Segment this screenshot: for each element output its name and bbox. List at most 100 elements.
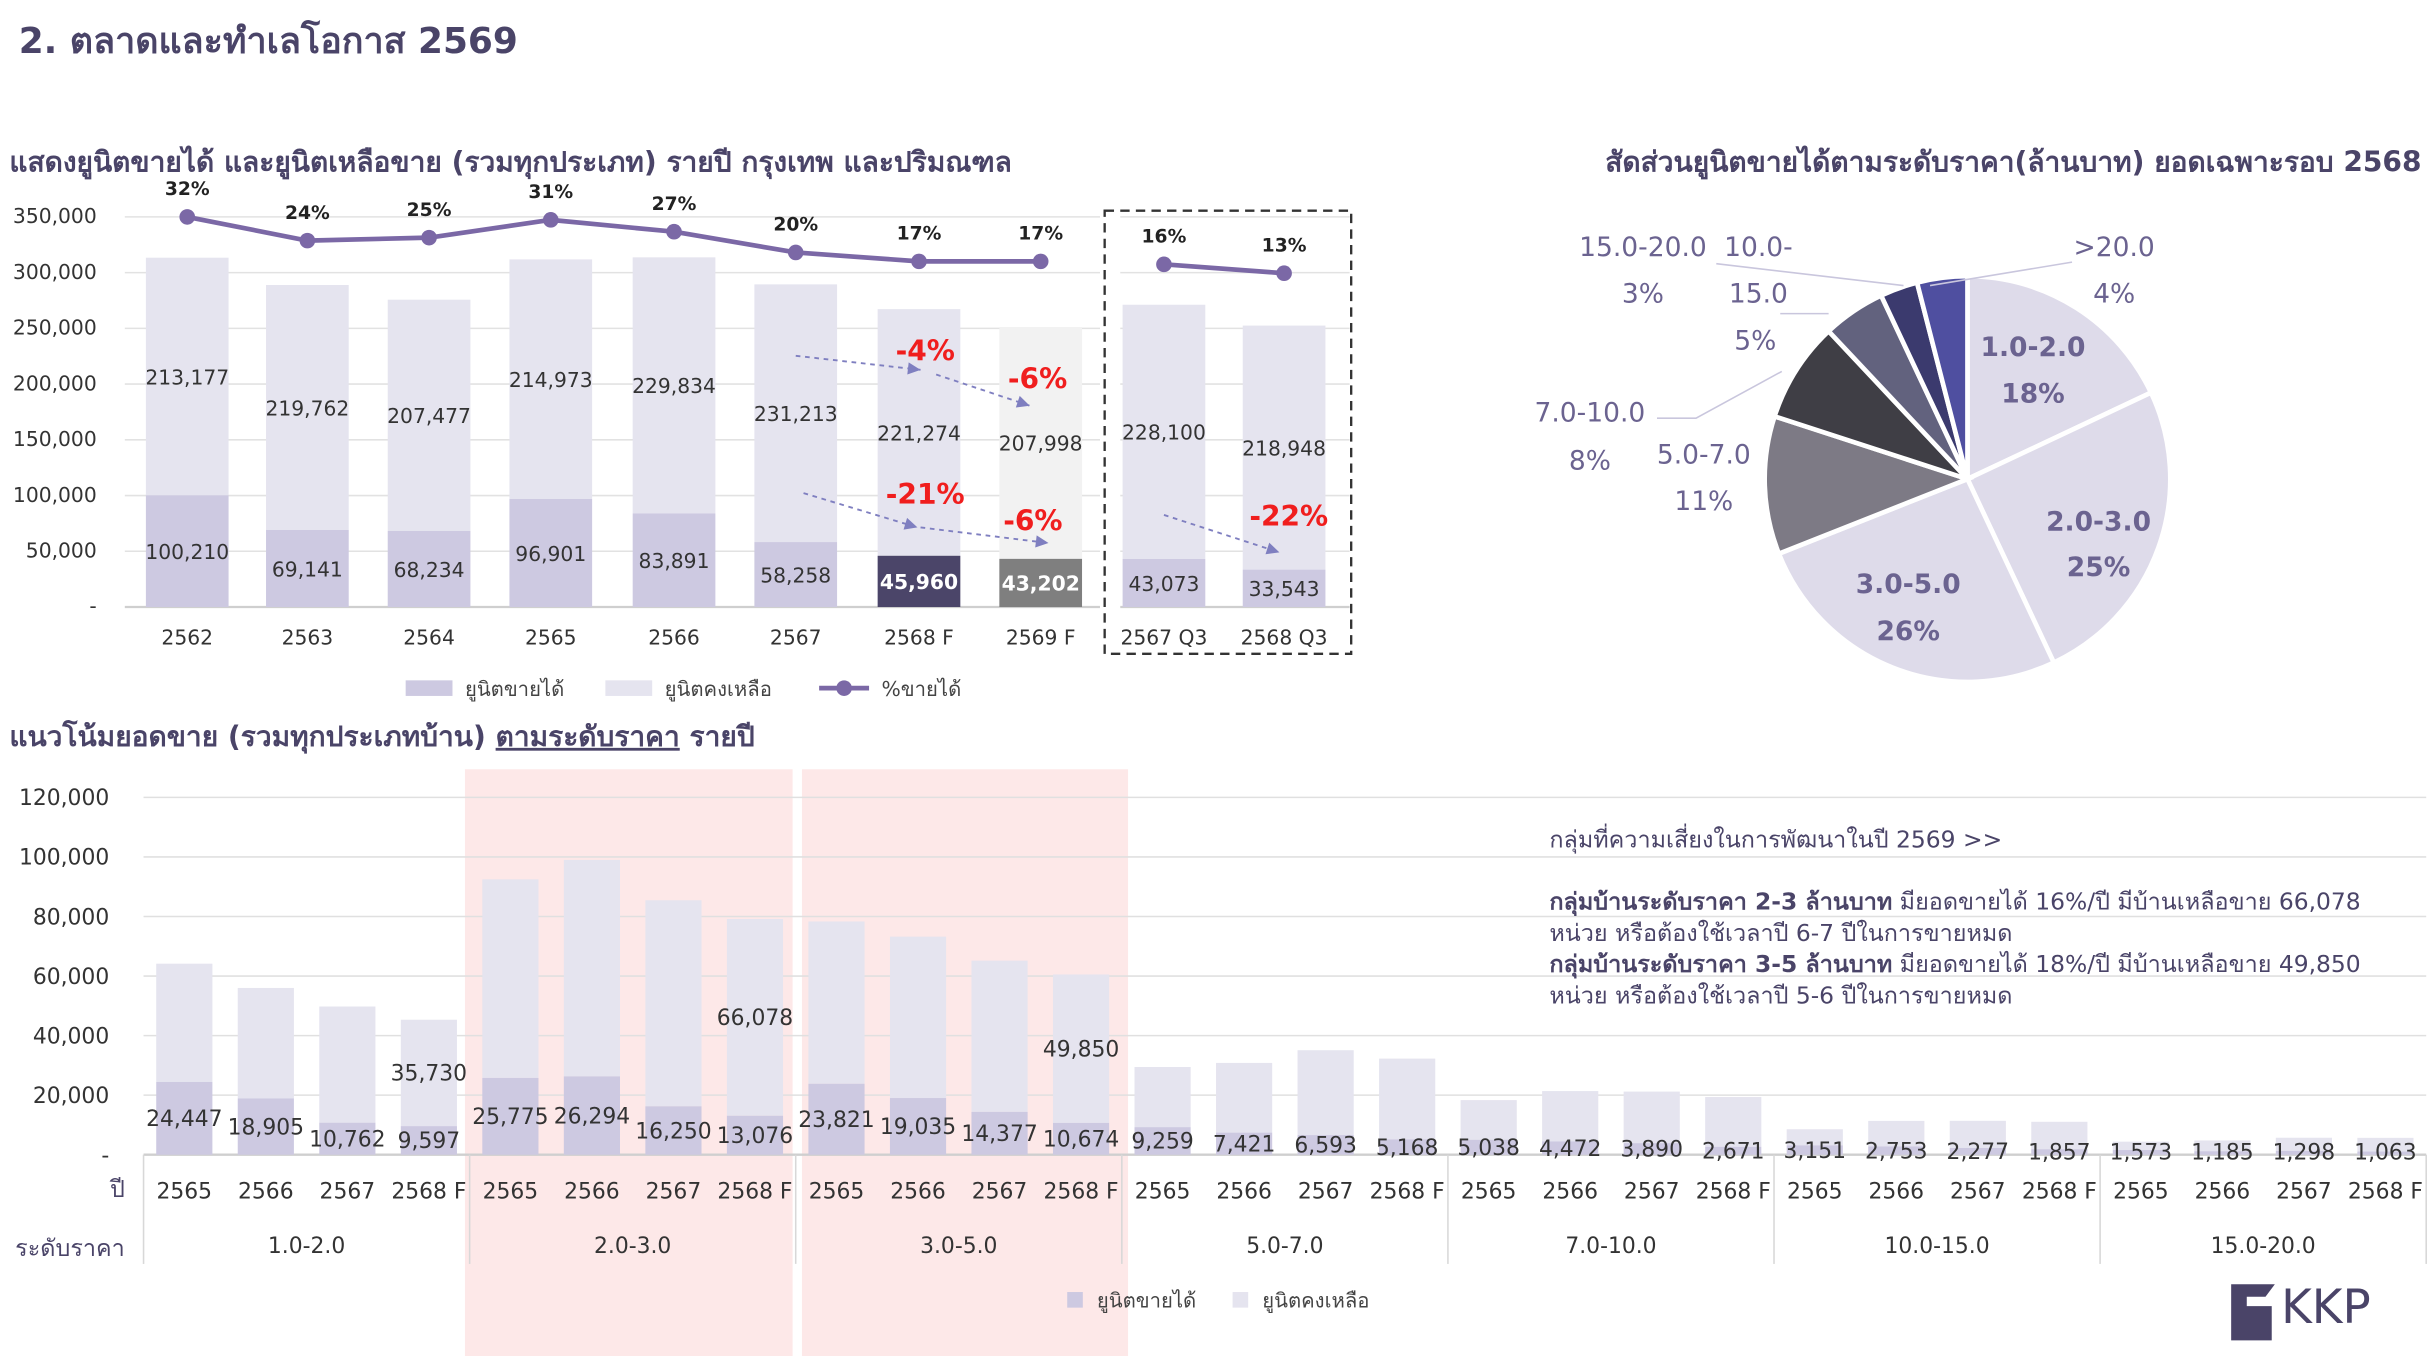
legend-label-sold: ยูนิตขายได้ [465, 677, 564, 702]
arrow-head-icon [1265, 542, 1280, 555]
pie-slice-percent: 25% [2067, 552, 2130, 583]
year-label: 2567 [972, 1179, 1028, 1204]
bar-remaining [1868, 1120, 1925, 1147]
pct-sold-point [542, 212, 559, 228]
pct-sold-point [1032, 253, 1049, 270]
sold-data-label: 43,073 [1128, 572, 1199, 596]
sold-data-label: 9,597 [398, 1129, 460, 1154]
pie-slice-label: 10.0- 15.0 [1724, 232, 1793, 310]
bar-remaining [387, 299, 471, 531]
notes-line-2: หน่วย หรือต้องใช้เวลาปี 6-7 ปีในการขายหม… [1549, 919, 2012, 947]
x-category-label: 2562 [161, 625, 213, 649]
bar-sold [2031, 1149, 2088, 1155]
pie-leader-line [1716, 262, 1904, 287]
price-group-label: 10.0-15.0 [1885, 1234, 1990, 1259]
change-annotation: -6% [1008, 363, 1067, 396]
arrow-head-icon [903, 517, 918, 530]
bar-remaining [145, 257, 229, 496]
remaining-data-label: 221,274 [877, 421, 961, 445]
bar-sold [1786, 1145, 1843, 1155]
legend-swatch-sold [405, 680, 453, 696]
sold-data-label: 3,890 [1620, 1138, 1682, 1163]
bar-sold [632, 513, 716, 608]
bar-remaining [726, 919, 784, 1116]
price-group-label: 3.0-5.0 [920, 1234, 997, 1259]
y-tick-label: 80,000 [33, 905, 109, 930]
remaining-data-label: 214,973 [509, 368, 593, 392]
x-category-label: 2569 F [1006, 625, 1076, 649]
bar-remaining [2357, 1137, 2414, 1152]
x-category-label: 2565 [525, 625, 577, 649]
y-tick-label: 350,000 [13, 204, 97, 228]
sold-data-label: 18,905 [228, 1115, 304, 1140]
bar-remaining [1949, 1120, 2006, 1148]
pct-sold-point [421, 229, 437, 246]
change-annotation: -21% [886, 478, 965, 511]
year-label: 2568 F [2022, 1179, 2097, 1204]
bar-sold [1122, 558, 1206, 608]
sold-data-label: 10,762 [309, 1127, 385, 1152]
remaining-data-label: 207,477 [387, 404, 471, 428]
trend-arrow [803, 492, 918, 529]
sold-data-label: 2,671 [1702, 1140, 1764, 1165]
arrow-head-icon [907, 362, 921, 375]
price-group-label: 7.0-10.0 [1565, 1234, 1656, 1259]
bar-remaining [2194, 1140, 2251, 1152]
sold-data-label: 1,063 [2354, 1140, 2416, 1165]
price-chart-title-underlined: ตามระดับราคา [496, 720, 680, 753]
pct-sold-point [1276, 265, 1292, 282]
sold-data-label: 2,753 [1865, 1139, 1927, 1164]
bar-remaining [1705, 1097, 1762, 1147]
notes-heading: กลุ่มที่ความเสี่ยงในการพัฒนาในปี 2569 >> [1549, 823, 2002, 853]
bar-sold [1623, 1143, 1680, 1155]
bar-remaining [889, 936, 947, 1099]
bar-remaining [808, 921, 865, 1084]
y-tick-label: 60,000 [33, 965, 109, 990]
bar-sold [889, 1098, 947, 1155]
trend-arrow [935, 373, 1031, 407]
year-label: 2566 [1869, 1179, 1925, 1204]
trend-arrow [795, 354, 921, 371]
sold-data-label: 19,035 [880, 1115, 956, 1140]
bar-remaining [2031, 1121, 2088, 1150]
bar-sold [387, 530, 471, 608]
bar-sold [645, 1106, 702, 1155]
x-category-label: 2567 Q3 [1121, 625, 1208, 649]
change-annotation: -22% [1249, 500, 1328, 533]
year-label: 2568 F [717, 1179, 792, 1204]
year-label: 2567 [646, 1179, 702, 1204]
year-label: 2568 F [2348, 1179, 2423, 1204]
year-label: 2566 [238, 1179, 294, 1204]
pie-slice-percent: 5% [1734, 326, 1776, 357]
year-label: 2565 [1135, 1179, 1191, 1204]
y-tick-label: 50,000 [26, 539, 97, 563]
y-tick-label: 200,000 [13, 371, 97, 395]
bar-sold [1542, 1141, 1599, 1155]
year-label: 2566 [1542, 1179, 1598, 1204]
pie-slice-percent: 4% [2093, 279, 2135, 310]
sold-data-label: 6,593 [1294, 1134, 1356, 1159]
year-label: 2565 [1787, 1179, 1843, 1204]
pie-leader-line [1929, 261, 2073, 287]
bar-sold [1216, 1132, 1273, 1155]
pie-slice-label: >20.0 [2074, 232, 2155, 263]
bar-remaining [645, 900, 702, 1107]
bar-sold [971, 1111, 1028, 1155]
notes-line-1: กลุ่มบ้านระดับราคา 2-3 ล้านบาท มียอดขายไ… [1549, 888, 2360, 917]
pie-slice-percent: 26% [1876, 616, 1939, 647]
price-group-label: 15.0-20.0 [2211, 1234, 2316, 1259]
bar-sold [482, 1077, 539, 1155]
y-tick-label: 100,000 [13, 483, 97, 507]
pie-slice-label: 2.0-3.0 [2046, 507, 2151, 538]
year-label: 2567 [2276, 1179, 2332, 1204]
bar-sold [1868, 1146, 1925, 1155]
bar-sold [400, 1126, 457, 1155]
bar-remaining [877, 309, 961, 556]
remaining-data-label: 66,078 [717, 1006, 793, 1031]
bar-remaining [1379, 1058, 1436, 1140]
sold-data-label: 1,185 [2191, 1140, 2253, 1165]
trend-arrow [1163, 514, 1280, 554]
year-label: 2567 [1950, 1179, 2006, 1204]
